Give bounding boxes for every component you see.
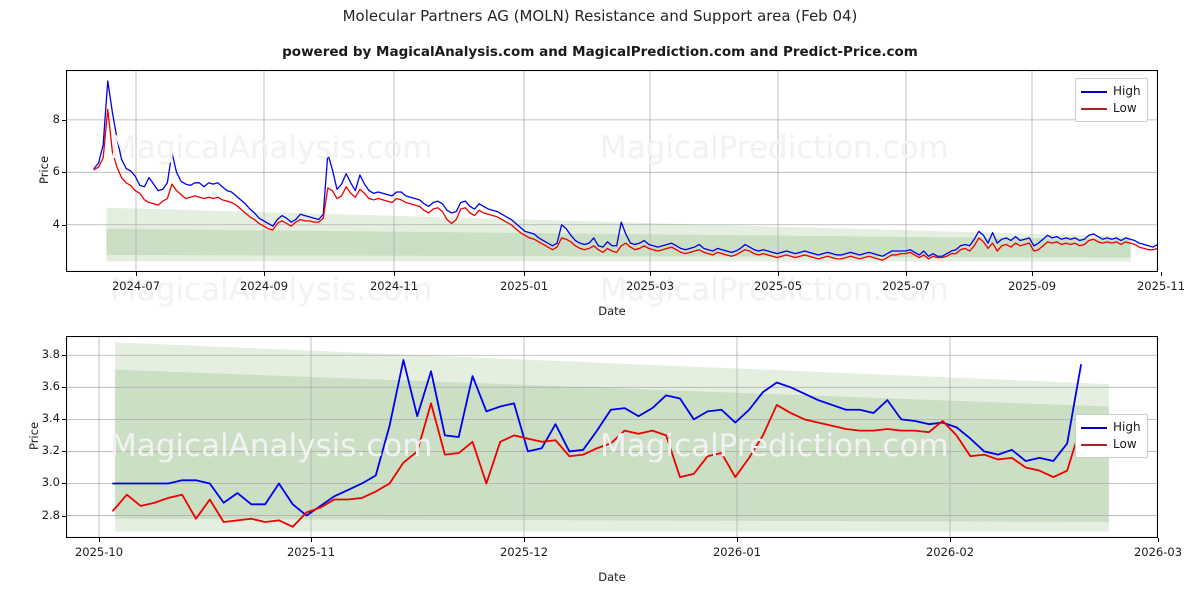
lower-y-tick-mark: [62, 387, 66, 389]
series-line-high: [93, 80, 1158, 257]
legend-label-low: Low: [1113, 101, 1137, 115]
upper-x-axis-label: Date: [598, 304, 626, 318]
upper-x-tick-label: 2025-09: [1007, 279, 1057, 293]
upper-y-tick-mark: [62, 119, 66, 121]
lower-chart-plot: [66, 336, 1158, 538]
legend-label-high: High: [1113, 84, 1141, 98]
legend-row-high[interactable]: High: [1081, 419, 1141, 436]
lower-x-tick-mark: [311, 538, 312, 542]
legend-swatch-high: [1081, 426, 1107, 429]
lower-y-tick-label: 3.4: [41, 411, 60, 426]
lower-y-tick-label: 3.0: [41, 475, 60, 490]
lower-chart-panel: [66, 336, 1158, 538]
lower-x-tick-mark: [950, 538, 951, 542]
lower-y-tick-mark: [62, 419, 66, 421]
upper-x-tick-label: 2024-11: [369, 279, 419, 293]
lower-y-tick-label: 3.6: [41, 379, 60, 394]
series-line-high: [112, 359, 1082, 517]
upper-x-tick-mark: [650, 272, 651, 276]
legend-label-low: Low: [1113, 437, 1137, 451]
lower-y-tick-mark: [62, 515, 66, 517]
lower-x-tick-label: 2026-01: [712, 545, 762, 559]
upper-y-tick-label: 6: [52, 164, 60, 179]
legend-swatch-high: [1081, 90, 1107, 93]
page-subtitle: powered by MagicalAnalysis.com and Magic…: [282, 44, 918, 60]
upper-x-tick-mark: [1032, 272, 1033, 276]
upper-x-tick-mark: [394, 272, 395, 276]
legend-swatch-low: [1081, 443, 1107, 446]
upper-x-tick-label: 2025-05: [753, 279, 803, 293]
lower-y-tick-label: 2.8: [41, 507, 60, 522]
plot-frame: [66, 336, 1158, 538]
legend-row-low[interactable]: Low: [1081, 436, 1141, 453]
upper-y-tick-mark: [62, 172, 66, 174]
lower-y-tick-label: 3.2: [41, 443, 60, 458]
lower-x-tick-label: 2026-03: [1133, 545, 1183, 559]
upper-y-tick-label: 4: [52, 216, 60, 231]
upper-x-tick-mark: [906, 272, 907, 276]
upper-chart-panel: [66, 70, 1158, 272]
lower-chart-legend: High Low: [1075, 414, 1148, 458]
upper-x-tick-label: 2025-01: [499, 279, 549, 293]
lower-y-tick-mark: [62, 483, 66, 485]
upper-x-tick-label: 2025-03: [625, 279, 675, 293]
legend-swatch-low: [1081, 107, 1107, 110]
upper-chart-legend: High Low: [1075, 78, 1148, 122]
lower-x-tick-mark: [1158, 538, 1159, 542]
upper-y-tick-mark: [62, 224, 66, 226]
legend-row-low[interactable]: Low: [1081, 100, 1141, 117]
lower-x-tick-mark: [524, 538, 525, 542]
upper-x-tick-label: 2025-07: [881, 279, 931, 293]
lower-x-tick-label: 2025-10: [74, 545, 124, 559]
upper-chart-plot: [66, 70, 1158, 272]
lower-y-tick-mark: [62, 451, 66, 453]
upper-x-tick-label: 2024-07: [111, 279, 161, 293]
upper-x-tick-label: 2024-09: [239, 279, 289, 293]
upper-x-tick-mark: [524, 272, 525, 276]
resistance-support-inner: [115, 369, 1109, 522]
lower-x-tick-mark: [99, 538, 100, 542]
legend-label-high: High: [1113, 420, 1141, 434]
page-title: Molecular Partners AG (MOLN) Resistance …: [342, 7, 858, 25]
upper-y-tick-label: 8: [52, 111, 60, 126]
series-line-low: [112, 402, 1082, 528]
upper-x-tick-mark: [136, 272, 137, 276]
lower-y-tick-mark: [62, 355, 66, 357]
lower-x-tick-label: 2025-11: [286, 545, 336, 559]
upper-x-tick-label: 2025-11: [1136, 279, 1186, 293]
upper-x-tick-mark: [264, 272, 265, 276]
lower-x-axis-label: Date: [598, 570, 626, 584]
resistance-support-inner: [106, 228, 1131, 258]
lower-x-tick-label: 2025-12: [499, 545, 549, 559]
series-line-low: [93, 108, 1158, 261]
upper-x-tick-mark: [778, 272, 779, 276]
plot-frame: [66, 70, 1158, 272]
lower-x-tick-mark: [737, 538, 738, 542]
legend-row-high[interactable]: High: [1081, 83, 1141, 100]
upper-x-tick-mark: [1161, 272, 1162, 276]
lower-x-tick-label: 2026-02: [925, 545, 975, 559]
lower-y-tick-label: 3.8: [41, 347, 60, 362]
